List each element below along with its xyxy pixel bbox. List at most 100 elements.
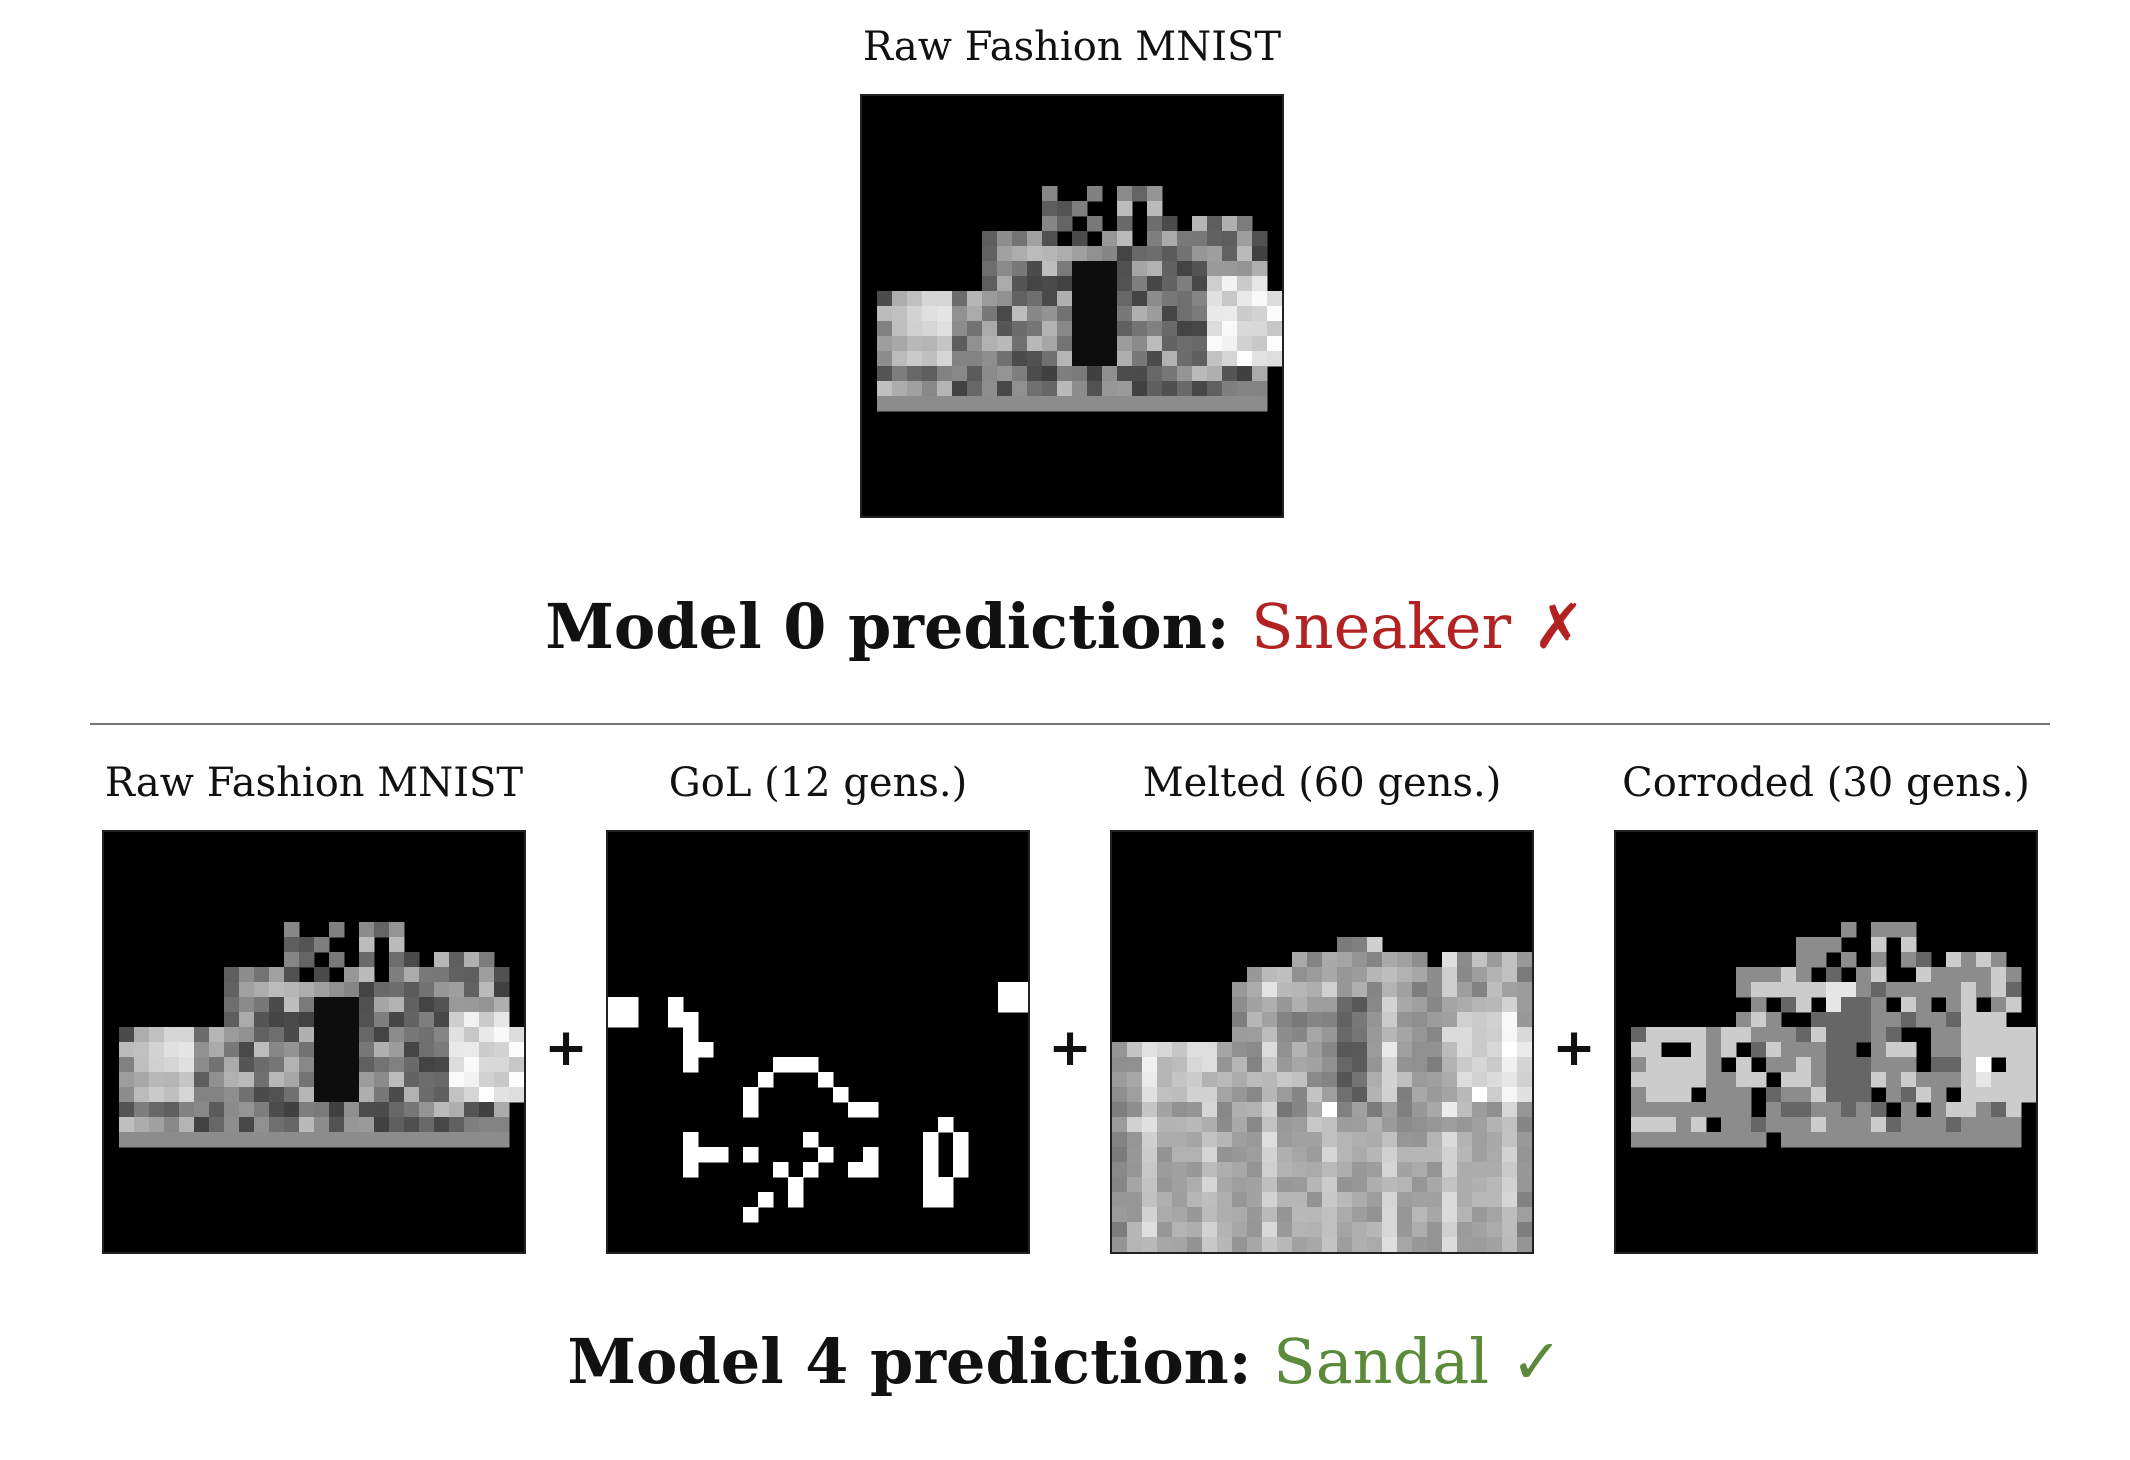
pixel: [149, 1072, 165, 1088]
pixel: [1502, 1147, 1518, 1163]
pixel: [1013, 997, 1028, 1013]
pixel: [1442, 1087, 1458, 1103]
pixel: [299, 1012, 315, 1028]
pixel: [479, 1012, 495, 1028]
pixel: [1442, 952, 1458, 968]
pixel: [1042, 396, 1058, 412]
pixel: [1721, 1102, 1737, 1118]
pixel: [434, 1117, 450, 1133]
pixel: [1157, 1087, 1173, 1103]
pixel: [982, 366, 998, 382]
pixel: [1072, 201, 1088, 217]
pixel: [1172, 1222, 1188, 1238]
pixel: [1706, 1102, 1722, 1118]
pixel: [449, 1117, 465, 1133]
pixel: [479, 1072, 495, 1088]
pixel: [1796, 952, 1812, 968]
pixel: [1187, 1192, 1203, 1208]
pixel: [1961, 1117, 1977, 1133]
pixel: [758, 1072, 774, 1088]
pixel: [1457, 1072, 1473, 1088]
model-4-prediction-label: Sandal: [1273, 1325, 1490, 1398]
pixel: [2006, 1132, 2022, 1148]
pixel: [1457, 1207, 1473, 1223]
pixel: [359, 997, 375, 1013]
check-mark-icon: ✓: [1510, 1325, 1563, 1398]
pixel: [1177, 366, 1193, 382]
pixel: [1412, 1177, 1428, 1193]
pixel: [1337, 1042, 1353, 1058]
pixel: [1147, 231, 1163, 247]
pixel: [1307, 1162, 1323, 1178]
pixel: [1442, 1237, 1458, 1252]
pixel: [892, 321, 908, 337]
pixel: [1232, 1057, 1248, 1073]
pixel: [1766, 982, 1782, 998]
pixel: [952, 351, 968, 367]
pixel: [1217, 1132, 1233, 1148]
pixel: [1736, 967, 1752, 983]
pixel: [254, 1042, 270, 1058]
pixel: [509, 1042, 524, 1058]
pixel: [1292, 1027, 1308, 1043]
pixel: [1307, 1057, 1323, 1073]
pixel: [1117, 351, 1133, 367]
pixel: [1487, 1042, 1503, 1058]
pixel: [922, 366, 938, 382]
pixel: [1247, 1147, 1263, 1163]
pixel: [1112, 1057, 1128, 1073]
pixel: [1177, 381, 1193, 397]
pixel: [1112, 1072, 1128, 1088]
pixel: [449, 1132, 465, 1148]
pixel: [479, 997, 495, 1013]
pixel: [1736, 1087, 1752, 1103]
pixel: [922, 381, 938, 397]
pixel: [1502, 1042, 1518, 1058]
pixel: [1382, 1207, 1398, 1223]
pixel: [1217, 1237, 1233, 1252]
pixel: [713, 1147, 729, 1163]
model-4-prediction: Model 4 prediction: Sandal ✓: [0, 1325, 2130, 1398]
pixel: [1232, 1132, 1248, 1148]
pixel: [299, 982, 315, 998]
pixel: [1217, 1042, 1233, 1058]
pixel: [1132, 186, 1148, 202]
pixel: [329, 1087, 345, 1103]
pixel: [1841, 1102, 1857, 1118]
pixel: [982, 261, 998, 277]
pixel: [1162, 246, 1178, 262]
pixel: [1267, 336, 1282, 352]
pixel: [419, 1027, 435, 1043]
pixel: [1217, 1102, 1233, 1118]
pixel: [404, 1027, 420, 1043]
pixel: [1337, 1237, 1353, 1252]
pixel: [923, 1177, 939, 1193]
pixel: [1207, 246, 1223, 262]
pixel: [1841, 1042, 1857, 1058]
pixel: [134, 1117, 150, 1133]
pixel: [1157, 1117, 1173, 1133]
pixel: [1472, 1102, 1488, 1118]
pixel: [494, 1027, 510, 1043]
pixel: [1457, 1192, 1473, 1208]
pixel: [389, 982, 405, 998]
pixel: [1631, 1087, 1647, 1103]
pixel: [1736, 1012, 1752, 1028]
pixel: [1247, 997, 1263, 1013]
pixel: [1502, 982, 1518, 998]
pixel: [1187, 1237, 1203, 1252]
pixel: [1277, 997, 1293, 1013]
pixel: [389, 1072, 405, 1088]
pixel: [434, 1042, 450, 1058]
pixel: [967, 306, 983, 322]
pixel: [1382, 1057, 1398, 1073]
pixel: [1427, 997, 1443, 1013]
pixel: [1517, 1027, 1532, 1043]
pixel: [952, 306, 968, 322]
pixel: [1991, 982, 2007, 998]
pixel: [1237, 231, 1253, 247]
pixel: [1177, 276, 1193, 292]
pixel: [1931, 1027, 1947, 1043]
pixel: [209, 1072, 225, 1088]
pixel: [329, 997, 345, 1013]
